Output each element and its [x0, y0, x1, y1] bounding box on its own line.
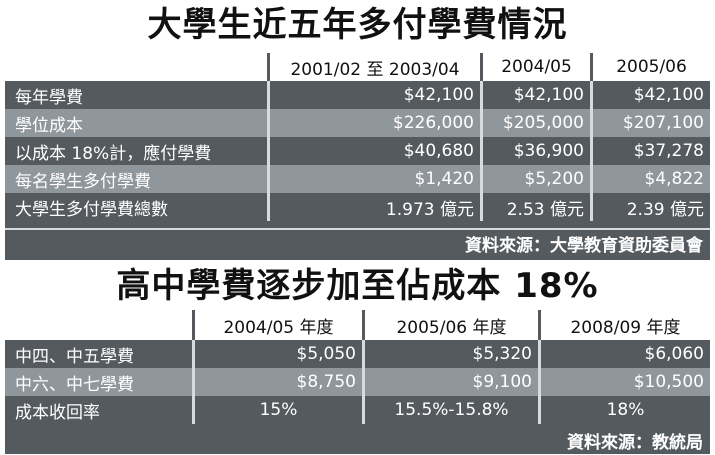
cell: $10,500 — [538, 368, 710, 396]
table2-source: 資料來源：教統局 — [567, 433, 703, 453]
cell: $226,000 — [267, 109, 480, 137]
table-row: 每年學費 $42,100 $42,100 $42,100 — [5, 81, 710, 109]
table-row: 中四、中五學費 $5,050 $5,320 $6,060 — [5, 340, 710, 368]
table2-header-col1: 2004/05 年度 — [192, 310, 362, 340]
table2-panel: 2004/05 年度 2005/06 年度 2008/09 年度 中四、中五學費… — [5, 310, 710, 454]
row-label: 每年學費 — [5, 81, 267, 109]
cell: 2.53 億元 — [480, 193, 590, 221]
table1-panel: 2001/02 至 2003/04 2004/05 2005/06 每年學費 $… — [5, 53, 710, 260]
cell: $37,278 — [590, 137, 710, 165]
table1: 2001/02 至 2003/04 2004/05 2005/06 每年學費 $… — [5, 53, 710, 221]
cell: $207,100 — [590, 109, 710, 137]
table2-header-row: 2004/05 年度 2005/06 年度 2008/09 年度 — [5, 310, 710, 340]
row-label: 學位成本 — [5, 109, 267, 137]
row-label: 中六、中七學費 — [5, 368, 192, 396]
table1-source: 資料來源：大學教育資助委員會 — [465, 236, 703, 256]
cell: $9,100 — [362, 368, 538, 396]
cell: $1,420 — [267, 165, 480, 193]
table-row: 中六、中七學費 $8,750 $9,100 $10,500 — [5, 368, 710, 396]
row-label: 大學生多付學費總數 — [5, 193, 267, 221]
cell: 18% — [538, 396, 710, 424]
table-row: 大學生多付學費總數 1.973 億元 2.53 億元 2.39 億元 — [5, 193, 710, 221]
table1-header-col2: 2004/05 — [480, 53, 590, 81]
cell: $205,000 — [480, 109, 590, 137]
row-label: 中四、中五學費 — [5, 340, 192, 368]
cell: $42,100 — [267, 81, 480, 109]
cell: 15% — [192, 396, 362, 424]
cell: 1.973 億元 — [267, 193, 480, 221]
table-row: 成本收回率 15% 15.5%-15.8% 18% — [5, 396, 710, 424]
table1-header-col1: 2001/02 至 2003/04 — [267, 53, 480, 81]
cell: 15.5%-15.8% — [362, 396, 538, 424]
table-row: 以成本 18%計，應付學費 $40,680 $36,900 $37,278 — [5, 137, 710, 165]
table2-header-col2: 2005/06 年度 — [362, 310, 538, 340]
cell: $8,750 — [192, 368, 362, 396]
table1-divider — [5, 228, 710, 230]
cell: $36,900 — [480, 137, 590, 165]
cell: $6,060 — [538, 340, 710, 368]
cell: $42,100 — [480, 81, 590, 109]
cell: $40,680 — [267, 137, 480, 165]
cell: $42,100 — [590, 81, 710, 109]
row-label: 成本收回率 — [5, 396, 192, 424]
row-label: 每名學生多付學費 — [5, 165, 267, 193]
table1-header-col3: 2005/06 — [590, 53, 710, 81]
row-label: 以成本 18%計，應付學費 — [5, 137, 267, 165]
table1-title: 大學生近五年多付學費情況 — [147, 5, 568, 45]
table2-header-corner — [5, 310, 192, 340]
table1-header-corner — [5, 53, 267, 81]
cell: $4,822 — [590, 165, 710, 193]
cell: $5,320 — [362, 340, 538, 368]
cell: 2.39 億元 — [590, 193, 710, 221]
table2-header-col3: 2008/09 年度 — [538, 310, 710, 340]
cell: $5,050 — [192, 340, 362, 368]
table2: 2004/05 年度 2005/06 年度 2008/09 年度 中四、中五學費… — [5, 310, 710, 424]
table2-title: 高中學費逐步加至佔成本 18% — [116, 266, 599, 306]
table-row: 每名學生多付學費 $1,420 $5,200 $4,822 — [5, 165, 710, 193]
cell: $5,200 — [480, 165, 590, 193]
table-row: 學位成本 $226,000 $205,000 $207,100 — [5, 109, 710, 137]
table1-header-row: 2001/02 至 2003/04 2004/05 2005/06 — [5, 53, 710, 81]
